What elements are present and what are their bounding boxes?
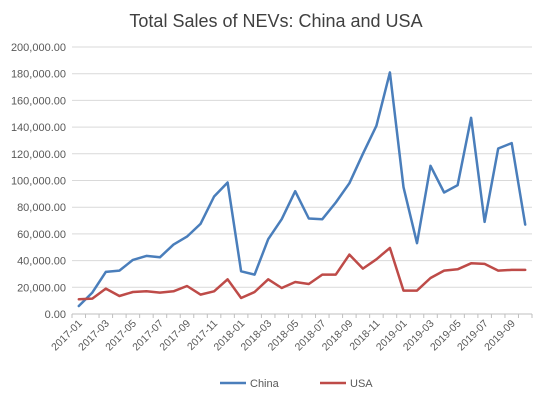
series-line-china	[77, 71, 527, 308]
y-tick-label: 60,000.00	[17, 229, 66, 241]
y-axis-ticks: 0.00 20,000.00 40,000.00 60,000.00 80,000.00…	[11, 42, 66, 321]
y-tick-label: 0.00	[45, 309, 66, 321]
y-tick-label: 160,000.00	[11, 95, 66, 107]
legend: China USA	[220, 378, 373, 390]
legend-label-usa: USA	[350, 378, 373, 390]
x-axis-ticks: 2017-012017-032017-052017-072017-092017-…	[49, 318, 518, 354]
y-tick-label: 120,000.00	[11, 149, 66, 161]
y-tick-label: 140,000.00	[11, 122, 66, 134]
y-tick-label: 20,000.00	[17, 282, 66, 294]
series-lines	[77, 71, 527, 308]
legend-label-china: China	[250, 378, 280, 390]
y-tick-label: 180,000.00	[11, 69, 66, 81]
y-tick-label: 200,000.00	[11, 42, 66, 54]
chart-title: Total Sales of NEVs: China and USA	[129, 11, 422, 31]
gridlines	[71, 46, 533, 318]
series-line-usa	[77, 246, 527, 301]
y-tick-label: 40,000.00	[17, 256, 66, 268]
y-tick-label: 100,000.00	[11, 176, 66, 188]
y-tick-label: 80,000.00	[17, 202, 66, 214]
